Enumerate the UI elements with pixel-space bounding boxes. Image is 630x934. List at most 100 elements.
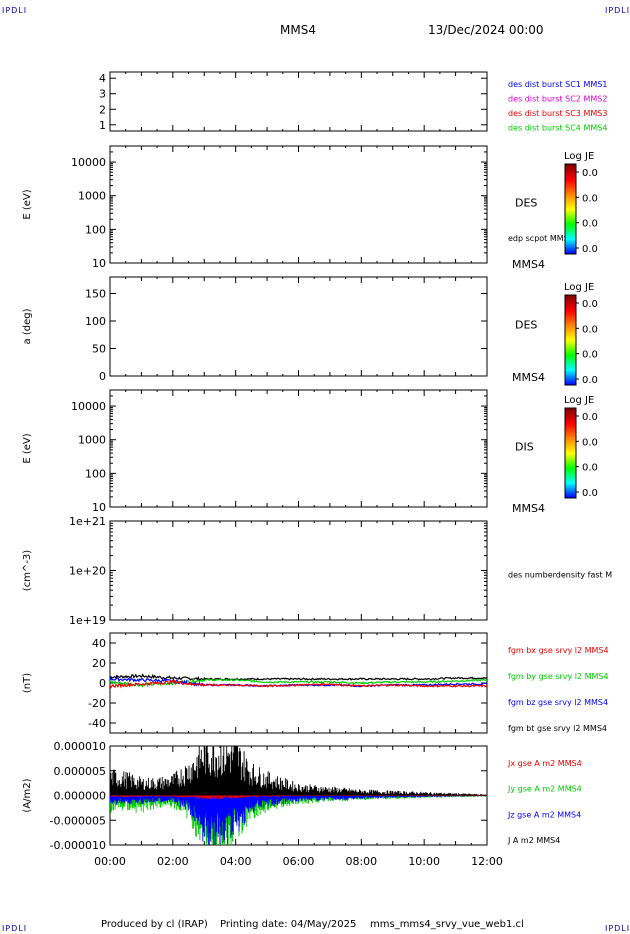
- colorbar-tick-label: 0.0: [582, 219, 598, 230]
- instrument-label: DES: [515, 319, 537, 332]
- colorbar-cell: [565, 448, 576, 451]
- instrument-label: DES: [515, 197, 537, 210]
- colorbar-cell: [565, 349, 576, 351]
- colorbar-cell: [565, 480, 576, 482]
- colorbar-cell: [565, 317, 576, 320]
- spacecraft-label: MMS4: [512, 502, 545, 515]
- colorbar-cell: [565, 177, 576, 180]
- colorbar-cell: [565, 332, 576, 335]
- series-line-by: [110, 677, 487, 688]
- colorbar-cell: [565, 319, 576, 321]
- y-tick-label: 1e+21: [69, 515, 106, 528]
- y-tick-label: 150: [85, 288, 106, 301]
- colorbar-cell: [565, 206, 576, 208]
- y-tick-label: 0.000010: [54, 740, 107, 753]
- instrument-label: DIS: [515, 441, 534, 454]
- corner-label-bottom-left: IPDLI: [2, 924, 28, 933]
- colorbar-cell: [565, 486, 576, 488]
- legend-entry: des dist burst SC4 MMS4: [508, 124, 607, 133]
- colorbar-cell: [565, 374, 576, 377]
- colorbar-cell: [565, 218, 576, 220]
- colorbar-cell: [565, 358, 576, 360]
- colorbar-cell: [565, 468, 576, 470]
- y-tick-label: -20: [88, 697, 106, 710]
- colorbar-cell: [565, 411, 576, 413]
- colorbar-cell: [565, 322, 576, 324]
- y-tick-label: -40: [88, 717, 106, 730]
- colorbar-tick-label: 0.0: [582, 488, 598, 499]
- colorbar-cell: [565, 466, 576, 469]
- colorbar-cell: [565, 364, 576, 366]
- legend-entry: Jz gse A m2 MMS4: [507, 810, 581, 819]
- colorbar-cell: [565, 489, 576, 491]
- colorbar-cell: [565, 240, 576, 243]
- colorbar-tick-label: 0.0: [582, 437, 598, 448]
- footer-product: mms_mms4_srvy_vue_web1.cl: [370, 919, 524, 930]
- y-tick-label: 0.000000: [54, 790, 107, 803]
- colorbar-cell: [565, 236, 576, 238]
- panel-frame: [109, 145, 488, 264]
- colorbar-title: Log JE: [564, 151, 594, 162]
- colorbar-cell: [565, 338, 576, 341]
- colorbar-title: Log JE: [564, 395, 594, 406]
- colorbar-cell: [565, 222, 576, 225]
- colorbar-cell: [565, 436, 576, 439]
- y-axis-label: (cm^-3): [22, 550, 33, 591]
- x-tick-label: 06:00: [283, 855, 315, 868]
- legend-entry: fgm bz gse srvy l2 MMS4: [508, 698, 608, 707]
- header-spacecraft: MMS4: [280, 23, 316, 37]
- x-tick-label: 10:00: [408, 855, 440, 868]
- colorbar-cell: [565, 346, 576, 348]
- colorbar-cell: [565, 495, 576, 497]
- colorbar-cell: [565, 418, 576, 421]
- colorbar-cell: [565, 370, 576, 372]
- series-spikes-jz: [110, 795, 487, 845]
- colorbar-cell: [565, 432, 576, 434]
- y-tick-label: 10000: [71, 156, 106, 169]
- colorbar-cell: [565, 335, 576, 338]
- colorbar-cell: [565, 340, 576, 342]
- colorbar-cell: [565, 447, 576, 449]
- colorbar-cell: [565, 182, 576, 184]
- colorbar-cell: [565, 185, 576, 187]
- y-tick-label: 1e+19: [69, 614, 106, 627]
- colorbar-cell: [565, 326, 576, 329]
- legend-entry: des numberdensity fast M: [508, 571, 612, 580]
- colorbar-cell: [565, 492, 576, 494]
- colorbar-cell: [565, 415, 576, 418]
- x-tick-label: 08:00: [345, 855, 377, 868]
- corner-label-bottom-right: IPDLI: [605, 924, 630, 933]
- colorbar-cell: [565, 420, 576, 422]
- colorbar-cell: [565, 180, 576, 183]
- colorbar-cell: [565, 417, 576, 419]
- colorbar-cell: [565, 456, 576, 458]
- colorbar-cell: [565, 474, 576, 476]
- colorbar-cell: [565, 167, 576, 169]
- colorbar-cell: [565, 477, 576, 479]
- colorbar-cell: [565, 427, 576, 430]
- y-tick-label: -0.000010: [50, 839, 106, 852]
- y-tick-label: 100: [85, 223, 106, 236]
- colorbar-cell: [565, 164, 576, 166]
- colorbar-cell: [565, 194, 576, 196]
- colorbar-cell: [565, 192, 576, 195]
- colorbar-cell: [565, 209, 576, 211]
- y-tick-label: 20: [92, 657, 106, 670]
- colorbar-cell: [565, 224, 576, 226]
- colorbar-cell: [565, 219, 576, 222]
- header-datetime: 13/Dec/2024 00:00: [428, 23, 544, 37]
- spacecraft-label: MMS4: [512, 371, 545, 384]
- colorbar-cell: [565, 493, 576, 496]
- colorbar-cell: [565, 472, 576, 475]
- colorbar-tick-label: 0.0: [582, 350, 598, 361]
- y-tick-label: 0: [99, 370, 106, 383]
- colorbar-cell: [565, 341, 576, 344]
- colorbar-cell: [565, 462, 576, 464]
- y-tick-label: 100: [85, 467, 106, 480]
- y-axis-label: E (eV): [22, 433, 33, 463]
- colorbar-cell: [565, 481, 576, 484]
- y-axis-label: (A/m2): [22, 778, 33, 812]
- colorbar-cell: [565, 245, 576, 247]
- colorbar-cell: [565, 430, 576, 433]
- colorbar-cell: [565, 305, 576, 308]
